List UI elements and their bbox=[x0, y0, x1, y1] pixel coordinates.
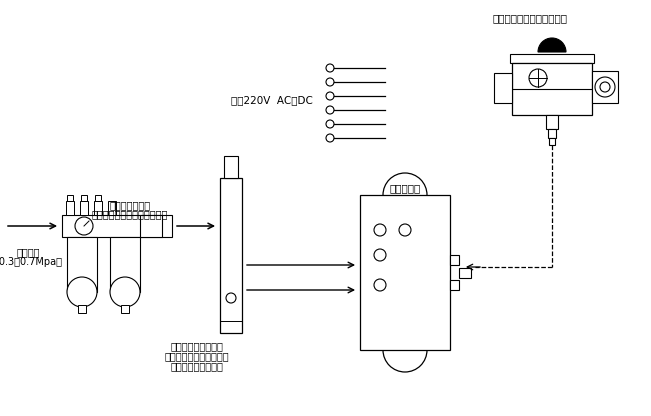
Text: 气源处理三联件: 气源处理三联件 bbox=[109, 200, 150, 210]
Bar bbox=[549, 138, 555, 145]
Bar bbox=[512, 63, 592, 115]
Circle shape bbox=[326, 92, 334, 100]
Wedge shape bbox=[538, 38, 566, 52]
Bar bbox=[110, 237, 140, 292]
Text: 单控二位五通电磁阀: 单控二位五通电磁阀 bbox=[171, 341, 223, 351]
Bar bbox=[450, 255, 459, 265]
Circle shape bbox=[75, 217, 93, 235]
Bar bbox=[66, 201, 74, 215]
Bar bbox=[121, 305, 129, 313]
Bar bbox=[494, 73, 512, 103]
Bar bbox=[360, 195, 450, 350]
Circle shape bbox=[529, 69, 547, 87]
Circle shape bbox=[326, 134, 334, 142]
Text: （0.3～0.7Mpa）: （0.3～0.7Mpa） bbox=[0, 257, 62, 267]
Circle shape bbox=[383, 328, 427, 372]
Bar bbox=[548, 129, 556, 138]
Bar bbox=[80, 201, 88, 215]
Bar bbox=[78, 305, 86, 313]
Bar bbox=[546, 115, 558, 129]
Circle shape bbox=[67, 277, 97, 307]
Bar bbox=[108, 201, 116, 215]
Text: 气动执行器: 气动执行器 bbox=[389, 183, 421, 193]
Bar bbox=[459, 267, 471, 277]
Bar bbox=[62, 215, 172, 237]
Bar bbox=[220, 178, 242, 333]
Text: （减压阀、过滤器、油雾器）: （减压阀、过滤器、油雾器） bbox=[92, 209, 168, 219]
Circle shape bbox=[600, 82, 610, 92]
Text: 限位开关盒（可选防爆型）: 限位开关盒（可选防爆型） bbox=[493, 13, 568, 23]
Bar bbox=[450, 280, 459, 290]
Circle shape bbox=[326, 78, 334, 86]
Text: 电源220V  AC或DC: 电源220V AC或DC bbox=[231, 95, 313, 105]
Circle shape bbox=[226, 293, 236, 303]
Circle shape bbox=[374, 249, 386, 261]
Bar bbox=[224, 156, 238, 178]
Bar bbox=[95, 195, 101, 201]
Circle shape bbox=[383, 173, 427, 217]
Circle shape bbox=[374, 279, 386, 291]
Text: 若为单作用气动执行器：: 若为单作用气动执行器： bbox=[165, 351, 229, 361]
Circle shape bbox=[595, 77, 615, 97]
Bar bbox=[140, 215, 162, 237]
Circle shape bbox=[326, 106, 334, 114]
Circle shape bbox=[110, 277, 140, 307]
Circle shape bbox=[399, 224, 411, 236]
Circle shape bbox=[374, 224, 386, 236]
Bar bbox=[510, 54, 594, 63]
Circle shape bbox=[326, 120, 334, 128]
Text: 压缩空气: 压缩空气 bbox=[16, 247, 40, 257]
Bar bbox=[81, 195, 87, 201]
Bar bbox=[592, 71, 618, 103]
Bar bbox=[94, 201, 102, 215]
Bar bbox=[67, 195, 73, 201]
Circle shape bbox=[326, 64, 334, 72]
Bar bbox=[67, 237, 97, 292]
Text: 则配二位三通电磁阀: 则配二位三通电磁阀 bbox=[171, 361, 223, 371]
